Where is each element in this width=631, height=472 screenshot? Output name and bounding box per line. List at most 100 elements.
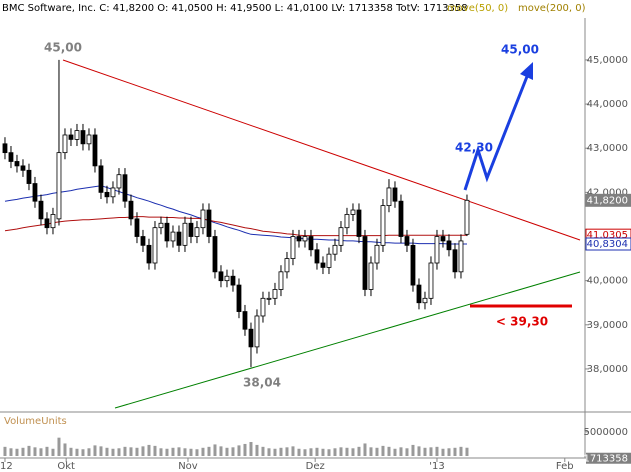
- volume-bar: [345, 447, 349, 456]
- volume-bar: [15, 448, 19, 456]
- volume-bar: [399, 447, 403, 456]
- volume-bar: [333, 448, 337, 456]
- volume-bar: [39, 448, 43, 456]
- forecast-arrow: [463, 73, 530, 191]
- candle-body: [344, 214, 350, 229]
- candle-body: [14, 161, 20, 167]
- volume-bar: [201, 447, 205, 456]
- volume-bar: [423, 447, 427, 456]
- y-tick-label: 39,0000: [587, 320, 628, 331]
- candle-body: [80, 130, 86, 145]
- volume-bar: [105, 447, 109, 456]
- candle-body: [338, 227, 344, 246]
- support-trendline: [114, 271, 581, 409]
- candle-body: [248, 328, 254, 348]
- volume-bar: [51, 448, 55, 456]
- candle-body: [182, 222, 188, 246]
- volume-bar: [327, 449, 331, 456]
- candle-body: [392, 187, 398, 202]
- volume-bar: [363, 443, 367, 456]
- candle-body: [104, 191, 110, 198]
- candle-body: [110, 187, 116, 198]
- volume-bar: [315, 447, 319, 456]
- candle-body: [62, 134, 68, 154]
- volume-bar: [189, 448, 193, 456]
- candle-body: [200, 209, 206, 229]
- volume-bar: [375, 447, 379, 456]
- price-marker-label: 40,8304: [587, 239, 628, 250]
- candle-body: [326, 253, 332, 268]
- volume-bar: [141, 446, 145, 456]
- y-tick-label: 43,0000: [587, 143, 628, 154]
- volume-bar: [123, 446, 127, 456]
- candle-body: [440, 236, 446, 242]
- volume-bar: [87, 448, 91, 456]
- volume-label: VolumeUnits: [4, 416, 67, 427]
- volume-bar: [243, 443, 247, 456]
- volume-bar: [453, 447, 457, 456]
- volume-bar: [21, 447, 25, 456]
- candle-body: [362, 236, 368, 290]
- volume-bar: [93, 445, 97, 456]
- volume-bar: [387, 446, 391, 456]
- candle-body: [26, 169, 32, 184]
- candle-body: [380, 205, 386, 246]
- volume-tick-label: 5000000: [583, 427, 628, 438]
- candle-body: [122, 174, 128, 202]
- volume-bar: [225, 447, 229, 456]
- volume-bar: [369, 447, 373, 456]
- volume-bar: [33, 447, 37, 456]
- volume-bar: [351, 448, 355, 456]
- volume-bar: [153, 445, 157, 456]
- candle-body: [416, 284, 422, 304]
- candle-body: [284, 258, 290, 273]
- candle-body: [332, 244, 338, 255]
- candle-body: [170, 231, 176, 242]
- candle-body: [68, 134, 74, 140]
- volume-bar: [465, 447, 469, 456]
- volume-bar: [165, 448, 169, 456]
- candle-body: [266, 297, 272, 300]
- candle-body: [356, 209, 362, 237]
- volume-bar: [297, 448, 301, 456]
- candle-body: [206, 209, 212, 237]
- y-tick-label: 40,0000: [587, 276, 628, 287]
- candle-body: [56, 152, 62, 220]
- candle-body: [236, 284, 242, 312]
- candle-body: [260, 297, 266, 317]
- candle-body: [164, 222, 170, 242]
- candle-body: [44, 218, 50, 229]
- candle-body: [398, 200, 404, 237]
- candle-body: [386, 187, 392, 207]
- candle-body: [278, 271, 284, 290]
- candle-body: [296, 236, 302, 242]
- candle-body: [272, 289, 278, 299]
- volume-bar: [411, 444, 415, 456]
- volume-bar: [27, 445, 31, 456]
- price-marker: [585, 193, 631, 207]
- candle-body: [224, 275, 230, 282]
- x-tick-label: Nov: [178, 461, 198, 472]
- volume-bar: [207, 446, 211, 456]
- volume-bar: [231, 447, 235, 456]
- volume-bar: [9, 448, 13, 456]
- x-tick-label: Dez: [306, 461, 325, 472]
- volume-bar: [195, 449, 199, 456]
- volume-bar: [285, 447, 289, 456]
- volume-bar: [267, 448, 271, 456]
- candle-body: [128, 200, 134, 220]
- candle-body: [92, 134, 98, 167]
- volume-bar: [213, 444, 217, 456]
- volume-bar: [45, 446, 49, 456]
- candle-body: [86, 134, 92, 145]
- candle-body: [194, 227, 200, 237]
- annotation: 45,00: [501, 43, 539, 57]
- candle-body: [212, 236, 218, 273]
- volume-bar: [219, 446, 223, 456]
- volume-bar: [129, 447, 133, 456]
- candle-body: [314, 249, 320, 264]
- x-tick-label: '13: [429, 461, 444, 472]
- volume-bar: [261, 446, 265, 456]
- volume-bar: [321, 448, 325, 456]
- x-tick-label: '12: [0, 461, 13, 472]
